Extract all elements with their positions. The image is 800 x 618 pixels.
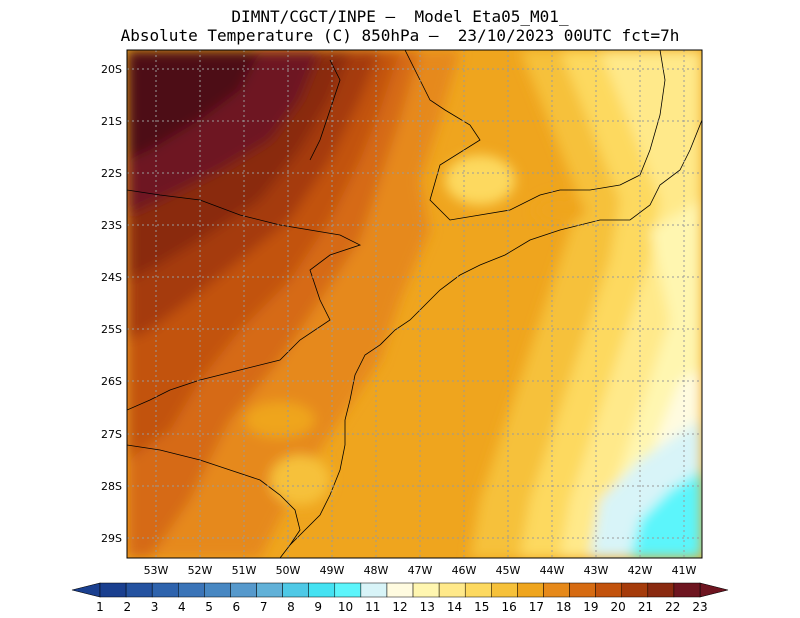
colorbar-cell	[334, 582, 362, 598]
colorbar-cell	[125, 582, 153, 598]
colorbar-label: 1	[96, 600, 104, 614]
lon-label: 43W	[584, 564, 609, 577]
chart-title-line2: Absolute Temperature (C) 850hPa – 23/10/…	[120, 26, 680, 45]
colorbar-label: 4	[178, 600, 186, 614]
lat-labels: 20S 21S 22S 23S 24S 25S 26S 27S 28S 29S	[101, 63, 122, 545]
lon-labels: 53W 52W 51W 50W 49W 48W 47W 46W 45W 44W …	[144, 564, 697, 577]
colorbar-right-arrow	[699, 582, 729, 598]
lon-label: 42W	[628, 564, 653, 577]
colorbar-cell	[308, 582, 336, 598]
colorbar-label: 10	[338, 600, 353, 614]
lat-lon-grid	[127, 50, 702, 558]
lat-label: 29S	[101, 532, 122, 545]
lon-label: 41W	[672, 564, 697, 577]
colorbar-cell	[178, 582, 205, 598]
lon-label: 44W	[540, 564, 565, 577]
lat-label: 28S	[101, 480, 122, 493]
temperature-field	[127, 50, 702, 558]
colorbar-cell	[386, 582, 414, 598]
lon-label: 46W	[452, 564, 477, 577]
colorbar-cell	[621, 582, 649, 598]
colorbar-label: 18	[556, 600, 571, 614]
lat-label: 20S	[101, 63, 122, 76]
colorbar-label: 9	[314, 600, 322, 614]
colorbar-cell	[151, 582, 179, 598]
colorbar-cell	[99, 582, 127, 598]
colorbar-cell	[673, 582, 701, 598]
lat-label: 26S	[101, 375, 122, 388]
lon-label: 52W	[188, 564, 213, 577]
lat-label: 21S	[101, 115, 122, 128]
lon-label: 51W	[232, 564, 257, 577]
colorbar-label: 2	[123, 600, 131, 614]
colorbar-cell	[647, 582, 675, 598]
colorbar-label: 13	[420, 600, 435, 614]
colorbar-label: 6	[233, 600, 241, 614]
colorbar-label: 3	[151, 600, 159, 614]
colorbar-label: 5	[205, 600, 213, 614]
colorbar-label: 21	[638, 600, 653, 614]
colorbar-label: 16	[501, 600, 516, 614]
colorbar-cell	[282, 582, 309, 598]
colorbar-cell	[256, 582, 283, 598]
lon-label: 45W	[496, 564, 521, 577]
lon-label: 50W	[276, 564, 301, 577]
colorbar-label: 12	[392, 600, 407, 614]
colorbar-label: 14	[447, 600, 462, 614]
lat-label: 27S	[101, 428, 122, 441]
lat-label: 24S	[101, 271, 122, 284]
colorbar-cell	[412, 582, 440, 598]
lat-label: 23S	[101, 219, 122, 232]
colorbar-cell	[230, 582, 257, 598]
colorbar-cell	[595, 582, 622, 598]
lat-label: 22S	[101, 167, 122, 180]
lon-label: 53W	[144, 564, 169, 577]
colorbar-cell	[517, 582, 544, 598]
colorbar-label: 11	[365, 600, 380, 614]
colorbar-label: 7	[260, 600, 268, 614]
chart-title-line1: DIMNT/CGCT/INPE – Model Eta05_M01_	[231, 7, 569, 26]
colorbar-cell	[204, 582, 231, 598]
colorbar-label: 22	[665, 600, 680, 614]
colorbar-label: 15	[474, 600, 489, 614]
colorbar-left-arrow	[71, 582, 101, 598]
colorbar-cell	[491, 582, 518, 598]
colorbar-cell	[543, 582, 570, 598]
lon-label: 49W	[320, 564, 345, 577]
colorbar-label: 19	[583, 600, 598, 614]
map-frame	[126, 49, 703, 559]
lon-label: 48W	[364, 564, 389, 577]
colorbar-label: 20	[611, 600, 626, 614]
lon-label: 47W	[408, 564, 433, 577]
colorbar-cell	[438, 582, 466, 598]
lat-label: 25S	[101, 323, 122, 336]
colorbar: 1 2 3 4 5 6 7 8 9 10 11 12 13 14 15 16 17 18 19 20 21 22 23	[71, 582, 729, 614]
colorbar-cell	[464, 582, 492, 598]
colorbar-label: 23	[692, 600, 707, 614]
colorbar-cell	[360, 582, 388, 598]
colorbar-label: 8	[287, 600, 295, 614]
colorbar-label: 17	[529, 600, 544, 614]
colorbar-cell	[569, 582, 596, 598]
